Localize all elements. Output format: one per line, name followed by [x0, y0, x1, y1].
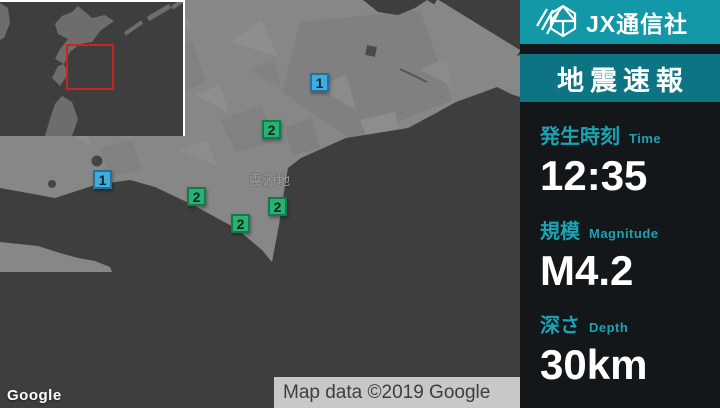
- field-depth: 深さ Depth 30km: [540, 309, 715, 386]
- inset-continent-edge: [0, 3, 10, 40]
- alert-title: 地震速報: [557, 65, 689, 96]
- field-depth-value: 30km: [540, 341, 648, 388]
- alert-title-band: 地震速報: [520, 54, 720, 102]
- field-time-label-en: Time: [629, 131, 662, 146]
- intensity-marker-1: 1: [310, 73, 329, 92]
- inset-oshima-tail: [52, 64, 68, 86]
- river-line-2: [399, 68, 428, 83]
- epicenter-label: 震源地: [248, 173, 291, 188]
- sea-pacific: [0, 87, 520, 408]
- field-time-label-ja: 発生時刻: [540, 126, 620, 148]
- inland-lake: [365, 45, 377, 57]
- main-map[interactable]: 1 2 1 2 2 2 震源地: [0, 0, 520, 408]
- field-magnitude-value: M4.2: [540, 247, 634, 294]
- northeast-land-sliver: [432, 0, 520, 58]
- info-panel: JX通信社 地震速報 発生時刻 Time 12:35 規模 Magnitude …: [520, 0, 720, 408]
- google-logo[interactable]: Google: [7, 387, 62, 404]
- field-depth-label-en: Depth: [589, 320, 629, 335]
- brand-name: JX通信社: [586, 11, 689, 37]
- inset-kunashiri: [123, 20, 144, 36]
- east-coast-land: [505, 55, 520, 78]
- intensity-marker-4: 2: [187, 187, 206, 206]
- lake-toya: [48, 180, 56, 188]
- brand-header: JX通信社: [520, 0, 720, 44]
- field-time-value: 12:35: [540, 152, 648, 199]
- sea-top-wedge: [363, 0, 427, 15]
- jx-press-logo-icon: [536, 4, 577, 38]
- inset-hokkaido: [55, 6, 114, 64]
- field-time: 発生時刻 Time 12:35: [540, 120, 715, 197]
- inset-view-rectangle: [66, 44, 114, 90]
- inset-island: [170, 0, 184, 10]
- map-attribution: Map data ©2019 Google: [274, 377, 520, 408]
- inset-honshu: [45, 96, 78, 136]
- intensity-marker-5: 2: [231, 214, 250, 233]
- intensity-marker-2: 2: [262, 120, 281, 139]
- inset-etorofu: [146, 3, 172, 22]
- inset-locator-map: [0, 0, 185, 136]
- field-magnitude-label-en: Magnitude: [589, 226, 659, 241]
- southwest-land: [0, 242, 112, 272]
- intensity-marker-3: 1: [93, 170, 112, 189]
- field-depth-label-ja: 深さ: [540, 315, 580, 337]
- field-magnitude-label-ja: 規模: [540, 221, 580, 243]
- intensity-marker-6: 2: [268, 197, 287, 216]
- field-magnitude: 規模 Magnitude M4.2: [540, 215, 715, 292]
- lake-shikotsu: [91, 155, 103, 167]
